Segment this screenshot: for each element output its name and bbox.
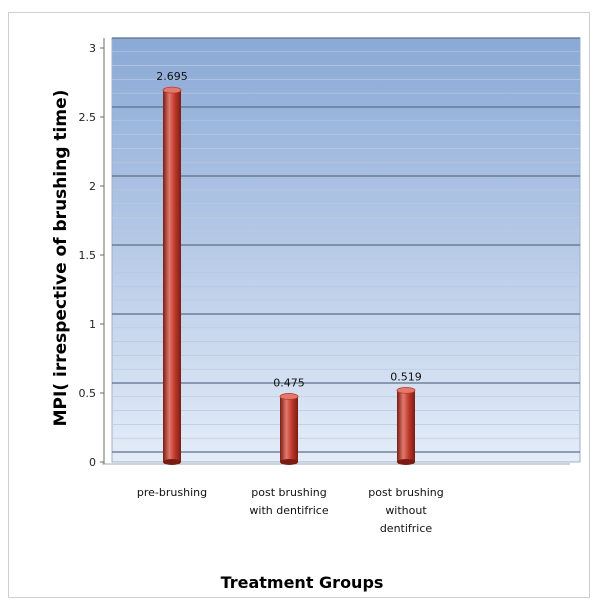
category-label-line: post brushing: [251, 486, 326, 499]
bar-body: [397, 390, 415, 462]
y-tick-label: 1.5: [79, 249, 97, 262]
plot-background: [111, 37, 581, 463]
category-label-line: pre-brushing: [137, 486, 207, 499]
x-axis-title: Treatment Groups: [221, 573, 384, 592]
y-tick-label: 3: [89, 42, 96, 55]
bar-cap: [279, 393, 299, 400]
labels: 2.695 pre-brushing 0.475 post brushing with …: [137, 70, 444, 535]
bars: [162, 86, 416, 465]
y-tick-label: 0: [89, 456, 96, 469]
plot-area: [102, 37, 581, 465]
data-label: 0.475: [273, 376, 305, 389]
y-tick-label: 2.5: [79, 111, 97, 124]
category-label-line: post brushing: [368, 486, 443, 499]
y-tick-label: 2: [89, 180, 96, 193]
category-label: pre-brushing: [137, 486, 207, 499]
bar-body: [280, 396, 298, 462]
y-tick-label: 1: [89, 318, 96, 331]
bar: [396, 386, 416, 465]
bar-cap: [396, 386, 416, 394]
data-label: 2.695: [156, 70, 188, 83]
category-label-line: dentifrice: [380, 522, 433, 535]
bar-base: [280, 459, 298, 465]
y-tick-label: 0.5: [79, 387, 97, 400]
bar-body: [163, 90, 181, 462]
category-label: post brushing without dentifrice: [368, 486, 443, 535]
bar-base: [397, 459, 415, 465]
category-label-line: without: [385, 504, 427, 517]
category-label: post brushing with dentifrice: [249, 486, 328, 517]
category-label-line: with dentifrice: [249, 504, 328, 517]
bar: [162, 86, 182, 465]
bar-cap: [162, 86, 182, 94]
axes: 0 0.5 1 1.5 2 2.5 3: [79, 38, 105, 469]
bar: [279, 393, 299, 465]
bar-base: [163, 459, 181, 465]
y-axis-title: MPI( irrespective of brushing time): [51, 90, 71, 427]
gridlines: [112, 37, 580, 453]
data-label: 0.519: [390, 370, 422, 383]
